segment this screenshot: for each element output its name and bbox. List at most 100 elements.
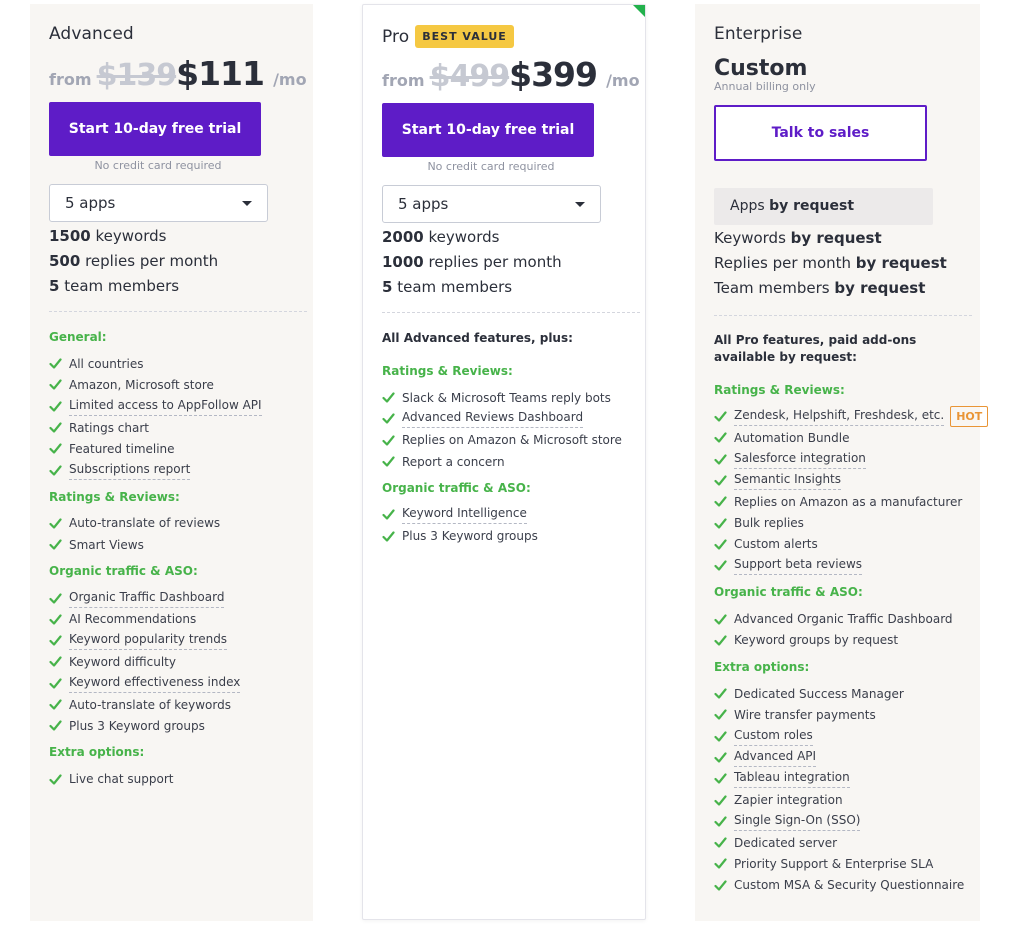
feature-item-zendesk-helpshift-freshdesk-etc: Zendesk, Helpshift, Freshdesk, etc. HOT	[714, 406, 989, 428]
plan-card-enterprise: Enterprise Custom Annual billing only Ta…	[695, 4, 989, 921]
limit-value: by request	[834, 279, 926, 297]
apps-by-request: Apps by request	[714, 188, 933, 225]
feature-label: AI Recommendations	[69, 612, 197, 627]
limit-value: 2000	[382, 228, 424, 246]
feature-label[interactable]: Advanced Reviews Dashboard	[402, 409, 584, 429]
feature-item-organic-traffic-dashboard: Organic Traffic Dashboard	[49, 587, 262, 608]
check-icon	[382, 435, 395, 446]
feature-label[interactable]: Zendesk, Helpshift, Freshdesk, etc.	[734, 407, 945, 427]
apps-select[interactable]: 5 apps	[49, 184, 268, 222]
price-from: from	[382, 71, 425, 90]
feature-section-title: Extra options:	[714, 659, 810, 674]
apps-select[interactable]: 5 apps	[382, 185, 601, 223]
feature-label[interactable]: Keyword effectiveness index	[69, 674, 241, 693]
feature-label: Replies on Amazon as a manufacturer	[734, 494, 963, 509]
keywords-limit: 2000 keywords	[382, 228, 562, 253]
check-icon	[49, 358, 62, 369]
start-trial-button[interactable]: Start 10-day free trial	[49, 102, 261, 156]
talk-to-sales-button[interactable]: Talk to sales	[714, 105, 927, 161]
check-icon	[49, 614, 62, 625]
feature-label: Live chat support	[69, 772, 174, 787]
feature-item-slack-microsoft-teams-reply-bots: Slack & Microsoft Teams reply bots	[382, 387, 632, 408]
feature-section-title: Ratings & Reviews:	[714, 383, 845, 397]
plan-limits: 2000 keywords 1000 replies per month 5 t…	[382, 228, 562, 303]
feature-label[interactable]: Subscriptions report	[69, 461, 191, 480]
feature-label[interactable]: Keyword Intelligence	[402, 505, 527, 525]
feature-label: Featured timeline	[69, 441, 175, 456]
limit-label: Replies per month	[714, 254, 856, 272]
feature-item-live-chat-support: Live chat support	[49, 768, 262, 789]
price-old: $139	[96, 58, 177, 93]
check-icon	[49, 656, 62, 668]
limit-label: keywords	[90, 227, 167, 245]
feature-item-custom-alerts: Custom alerts	[714, 534, 988, 555]
limit-label: replies per month	[80, 252, 219, 270]
check-icon	[714, 475, 727, 486]
check-icon	[49, 465, 62, 476]
feature-label[interactable]: Support beta reviews	[734, 556, 863, 576]
billing-note: Annual billing only	[714, 80, 816, 93]
limit-value: 1000	[382, 253, 424, 271]
feature-item-semantic-insights: Semantic Insights	[714, 470, 988, 491]
check-icon	[714, 454, 727, 465]
check-icon	[714, 709, 727, 721]
feature-list: General: All countries Amazon, Microsoft s…	[49, 329, 262, 790]
check-icon	[49, 443, 62, 454]
feature-item-replies-on-amazon-as-a-manufacturer: Replies on Amazon as a manufacturer	[714, 491, 988, 512]
feature-item-advanced-organic-traffic-dashboard: Advanced Organic Traffic Dashboard	[714, 608, 988, 629]
plan-name: Advanced	[49, 24, 134, 44]
check-icon	[49, 379, 62, 391]
feature-item-custom-roles: Custom roles	[714, 726, 988, 747]
plan-name-label: Pro	[382, 27, 410, 47]
feature-label[interactable]: Keyword popularity trends	[69, 631, 228, 651]
check-icon	[49, 422, 62, 433]
check-icon	[382, 531, 395, 542]
feature-label[interactable]: Salesforce integration	[734, 450, 866, 469]
feature-section-title: Organic traffic & ASO:	[714, 585, 863, 600]
no-card-note: No credit card required	[427, 160, 555, 173]
feature-label[interactable]: Custom roles	[734, 727, 813, 746]
divider	[382, 312, 640, 313]
feature-label: Ratings chart	[69, 420, 149, 435]
limit-value: 5	[49, 277, 60, 295]
feature-label[interactable]: Limited access to AppFollow API	[69, 397, 262, 416]
apps-select-value: 5 apps	[65, 194, 116, 212]
feature-item-advanced-api: Advanced API	[714, 747, 988, 768]
corner-ribbon	[633, 5, 645, 17]
feature-label: Replies on Amazon & Microsoft store	[402, 433, 622, 448]
check-icon	[714, 496, 727, 507]
feature-sections: Ratings & Reviews: Slack & Microsoft Team…	[382, 363, 632, 547]
feature-label[interactable]: Semantic Insights	[734, 471, 842, 491]
check-icon	[382, 392, 395, 403]
check-icon	[714, 560, 727, 571]
feature-label: Auto-translate of keywords	[69, 697, 231, 712]
team-limit: 5 team members	[382, 278, 562, 303]
limit-value: by request	[855, 254, 947, 272]
check-icon	[714, 816, 727, 827]
feature-label: Priority Support & Enterprise SLA	[734, 856, 934, 871]
check-icon	[714, 794, 727, 806]
start-trial-button[interactable]: Start 10-day free trial	[382, 103, 594, 157]
team-limit: Team members by request	[714, 279, 947, 304]
replies-limit: Replies per month by request	[714, 254, 947, 279]
keywords-limit: 1500 keywords	[49, 227, 218, 252]
check-icon	[49, 720, 62, 731]
feature-label[interactable]: Single Sign-On (SSO)	[734, 812, 861, 831]
plan-card-pro: Pro BEST VALUE from $499$399 /mo Start 10…	[362, 4, 646, 920]
feature-label: Advanced Organic Traffic Dashboard	[734, 612, 953, 627]
feature-label[interactable]: Advanced API	[734, 748, 817, 767]
limit-value: 1500	[49, 227, 91, 245]
team-limit: 5 team members	[49, 277, 218, 302]
check-icon	[49, 678, 62, 689]
feature-item-replies-on-amazon-microsoft-store: Replies on Amazon & Microsoft store	[382, 430, 632, 451]
feature-item-keyword-difficulty: Keyword difficulty	[49, 651, 262, 672]
feature-label[interactable]: Tableau integration	[734, 769, 850, 789]
divider	[49, 311, 307, 312]
feature-item-bulk-replies: Bulk replies	[714, 512, 988, 533]
section-gap	[49, 481, 262, 489]
check-icon	[49, 592, 62, 604]
feature-item-report-a-concern: Report a concern	[382, 451, 632, 472]
feature-label[interactable]: Organic Traffic Dashboard	[69, 589, 225, 608]
plan-limits: 1500 keywords 500 replies per month 5 te…	[49, 227, 218, 302]
feature-item-single-sign-on-sso: Single Sign-On (SSO)	[714, 811, 988, 832]
